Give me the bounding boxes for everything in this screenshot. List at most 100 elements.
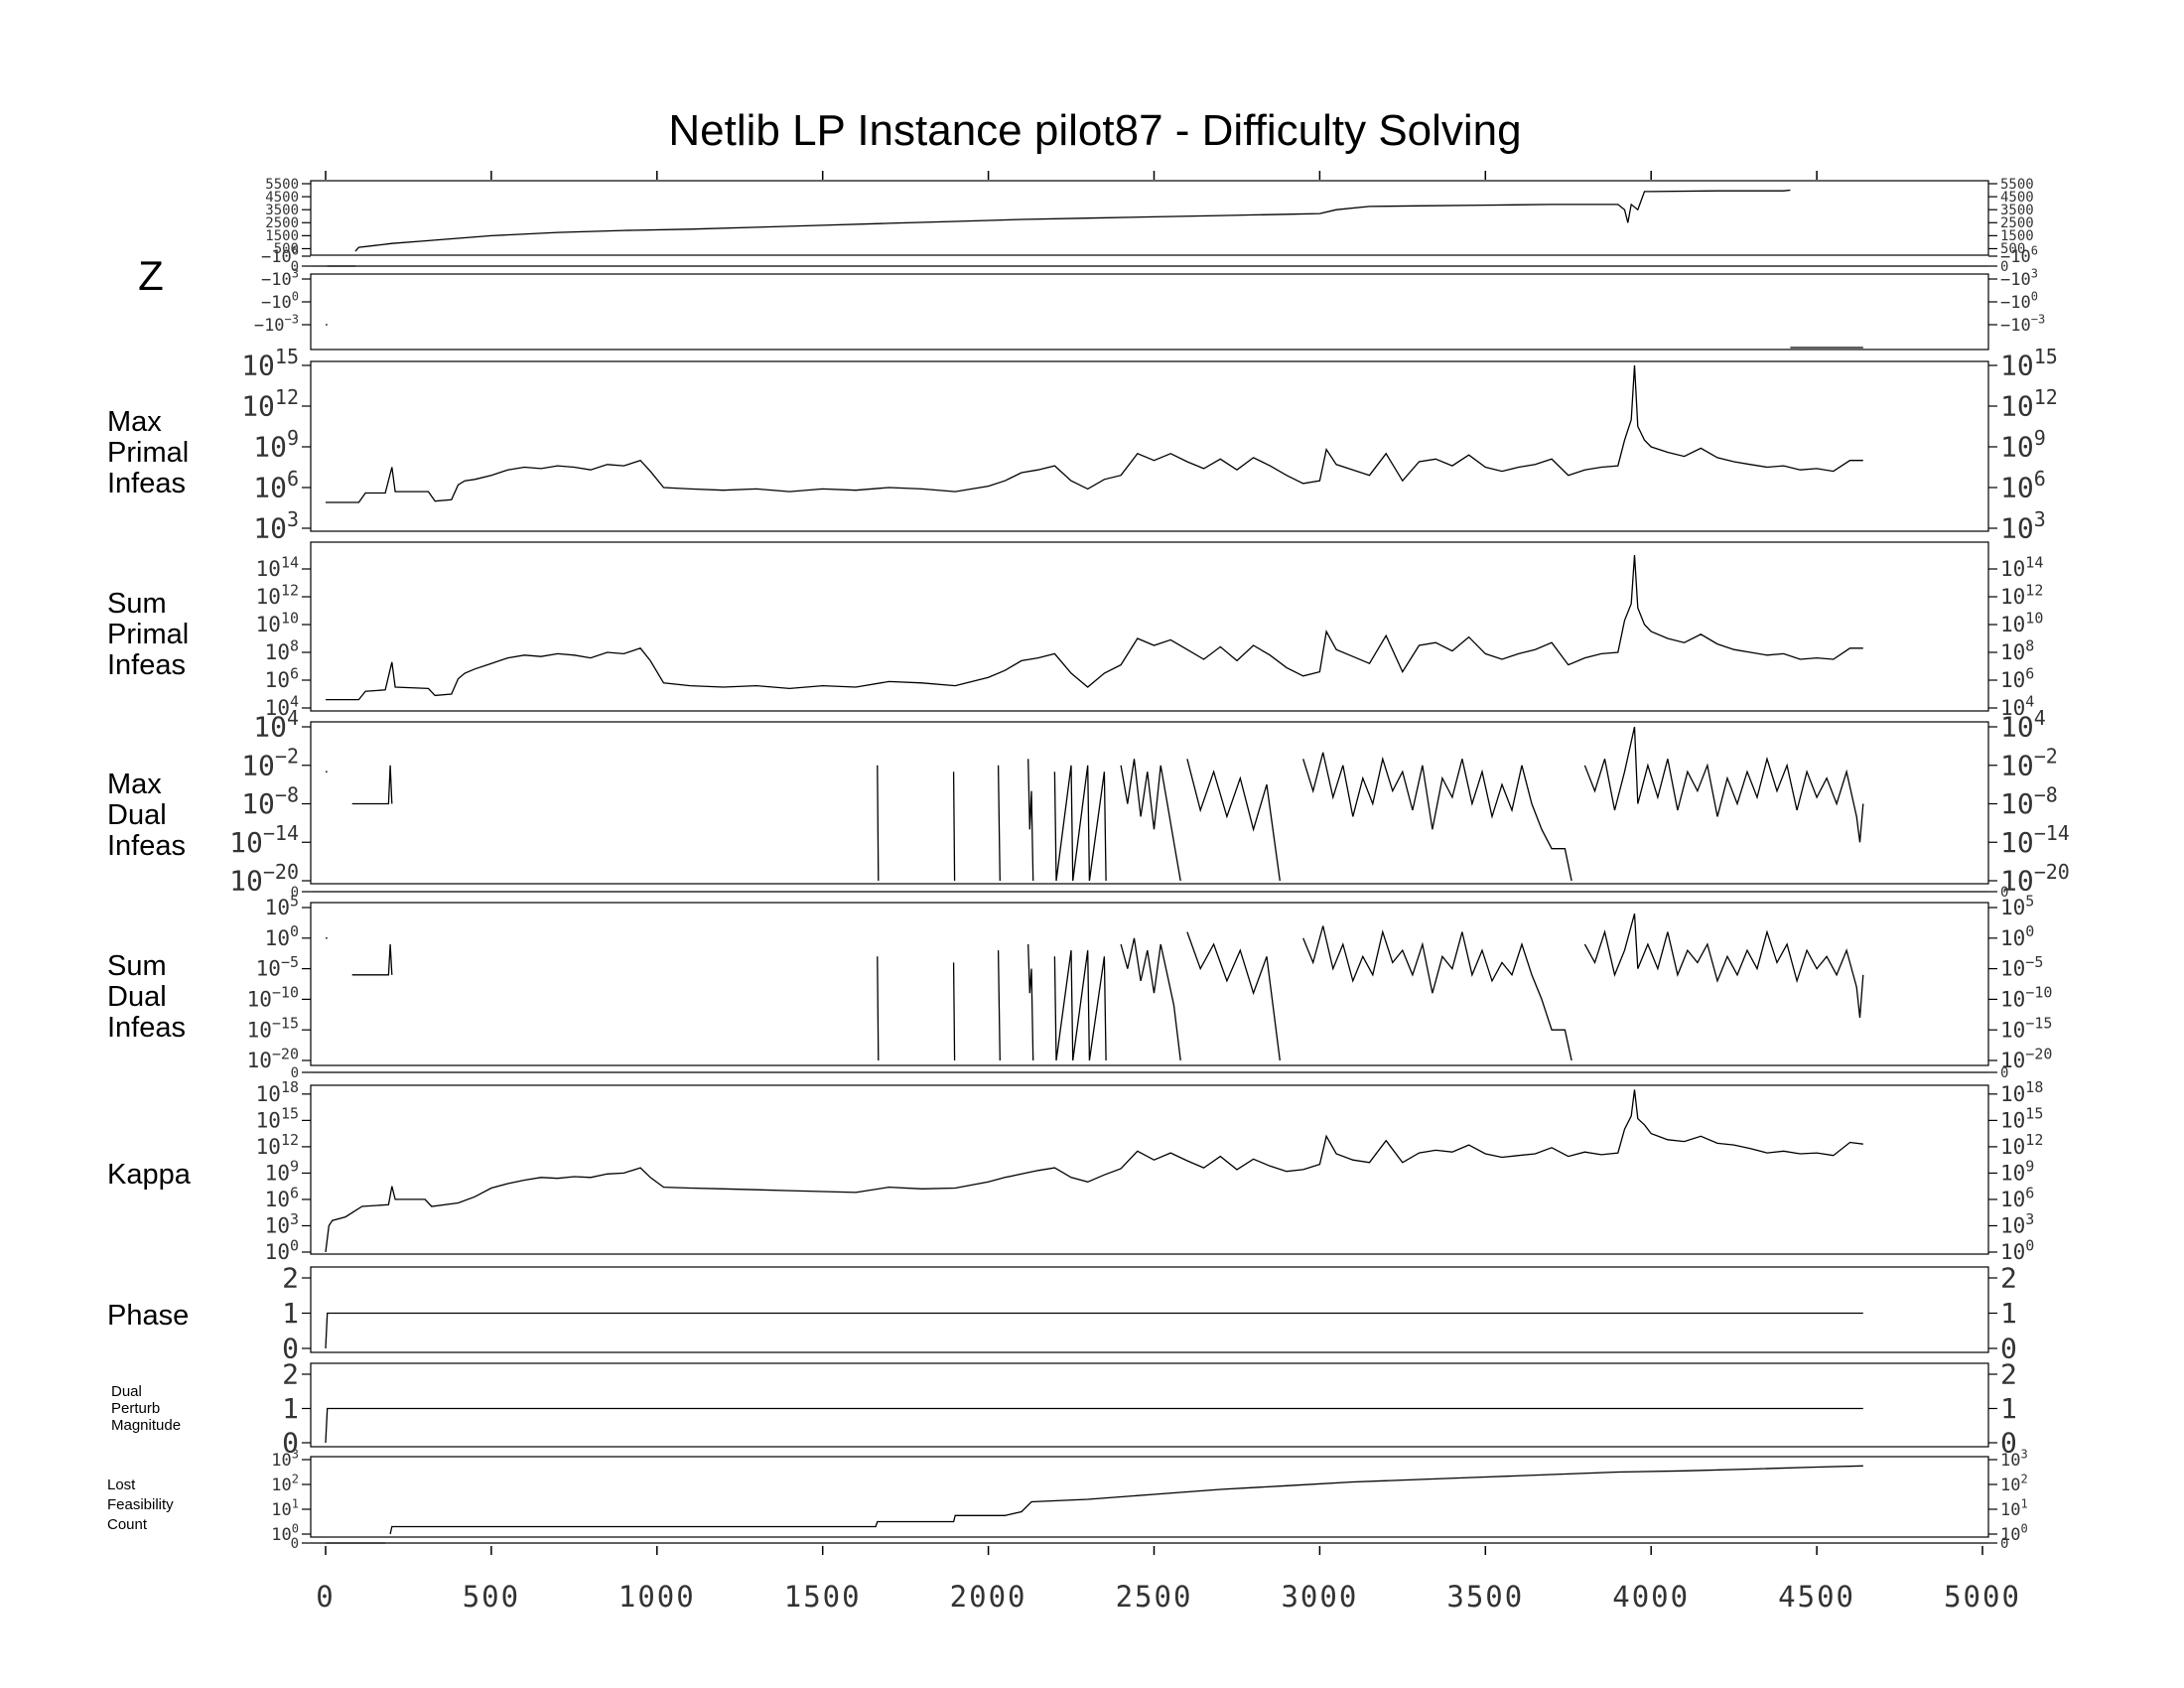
y-tick-label-right: 500 xyxy=(2000,241,2025,257)
y-tick-label-left: 10−8 xyxy=(241,782,299,820)
x-tick-label: 4500 xyxy=(1778,1580,1855,1614)
panel-sum-dual: 105 105 100 100 10−5 10−5 10−10 10−10 10−15 10−15… xyxy=(107,892,2052,1080)
y-tick-label-right: 100 xyxy=(2000,922,2034,950)
panel-label-dual-perturb: Magnitude xyxy=(111,1417,181,1434)
series-line-sum-dual xyxy=(1583,914,1864,1018)
y-tick-label-left: 100 xyxy=(271,1522,299,1545)
y-tick-label-left: 500 xyxy=(274,241,299,257)
series-line-max-dual xyxy=(997,765,1001,882)
y-tick-label-right: 102 xyxy=(2000,1473,2028,1495)
y-tick-label-left: 101 xyxy=(271,1497,299,1520)
y-tick-label-right: −106 xyxy=(2000,244,2038,267)
y-tick-label-left: 105 xyxy=(265,892,299,919)
panel-label-lost-feas: Lost xyxy=(107,1477,136,1493)
y-tick-label-right: 100 xyxy=(2000,1522,2028,1545)
panel-label-sum-primal: Sum xyxy=(107,588,167,620)
y-tick-label-right: 1 xyxy=(2000,1297,2017,1330)
panel-label-sum-primal: Primal xyxy=(107,619,189,650)
x-tick-label: 1000 xyxy=(618,1580,696,1614)
y-tick-label-right: 5500 xyxy=(2000,177,2034,193)
panel-label-lost-feas: Count xyxy=(107,1516,148,1533)
y-tick-label-right: 4500 xyxy=(2000,190,2034,206)
y-tick-label-left: 0 xyxy=(291,1065,299,1081)
y-tick-label-left: 103 xyxy=(271,1448,299,1471)
y-tick-label-left: −103 xyxy=(261,267,299,290)
y-tick-label-right: 106 xyxy=(2000,1184,2034,1211)
y-tick-label-right: 1015 xyxy=(2000,1105,2043,1133)
panel-label-max-dual: Dual xyxy=(107,799,167,831)
panel-label-dual-perturb: Dual xyxy=(111,1383,142,1400)
y-tick-label-left: 109 xyxy=(253,426,299,464)
y-tick-label-left: 0 xyxy=(291,1536,299,1552)
y-tick-label-left: 104 xyxy=(265,692,299,720)
series-line-max-dual xyxy=(1302,752,1572,882)
series-line-sum-primal xyxy=(326,554,1863,701)
series-line-sum-dual xyxy=(1027,943,1034,1061)
y-tick-label-right: 0 xyxy=(2000,885,2008,901)
panel-label-sum-dual: Sum xyxy=(107,950,167,982)
series-line-max-dual xyxy=(1186,759,1281,882)
y-tick-label-right: 2 xyxy=(2000,1358,2017,1391)
panel-frame xyxy=(310,721,1989,885)
x-tick-label: 3000 xyxy=(1281,1580,1358,1614)
y-tick-label-left: 4500 xyxy=(265,190,299,206)
panel-frame xyxy=(310,902,1989,1066)
y-tick-label-left: 2 xyxy=(282,1262,299,1295)
y-tick-label-right: 1018 xyxy=(2000,1078,2043,1106)
y-tick-label-left: 10−15 xyxy=(247,1015,299,1043)
y-tick-label-left: 106 xyxy=(265,1184,299,1211)
y-tick-label-right: 0 xyxy=(2000,1333,2017,1365)
y-tick-label-right: −10−3 xyxy=(2000,313,2045,336)
y-tick-label-right: 1500 xyxy=(2000,228,2034,244)
y-tick-label-left: 100 xyxy=(265,922,299,950)
y-tick-label-right: 10−10 xyxy=(2000,984,2052,1012)
y-tick-label-left: 1 xyxy=(282,1392,299,1425)
y-tick-label-left: 1018 xyxy=(256,1078,299,1106)
plot-layer: 0 500 1000 1500 2000 2500 3000 3500 4000 4500 5000… xyxy=(107,171,2070,1614)
y-tick-label-right: 105 xyxy=(2000,892,2034,919)
series-line-sum-dual xyxy=(877,956,880,1061)
y-tick-label-left: 1014 xyxy=(256,553,299,581)
y-tick-label-right: 0 xyxy=(2000,1065,2008,1081)
panel-label-sum-dual: Dual xyxy=(107,981,167,1013)
series-line-max-dual xyxy=(1583,726,1864,843)
panel-frame xyxy=(310,541,1989,712)
panel-frame xyxy=(310,180,1989,256)
y-tick-label-right: 10−15 xyxy=(2000,1015,2052,1043)
y-tick-label-left: 10−5 xyxy=(256,953,299,981)
y-tick-label-left: 106 xyxy=(253,467,299,504)
y-tick-label-right: 2500 xyxy=(2000,215,2034,231)
x-tick-label: 4000 xyxy=(1612,1580,1690,1614)
y-tick-label-right: 103 xyxy=(2000,507,2046,545)
y-tick-label-right: 10−14 xyxy=(2000,821,2070,859)
y-tick-label-left: 10−20 xyxy=(247,1045,299,1072)
y-tick-label-left: 2500 xyxy=(265,215,299,231)
y-tick-label-right: 3500 xyxy=(2000,203,2034,218)
series-line-max-dual xyxy=(1027,759,1034,882)
y-tick-label-left: 0 xyxy=(291,259,299,275)
y-tick-label-left: 0 xyxy=(291,885,299,901)
series-line-phase xyxy=(325,1312,1863,1349)
y-tick-label-left: 10−2 xyxy=(241,745,299,782)
y-tick-label-right: 1010 xyxy=(2000,609,2043,636)
y-tick-label-right: 101 xyxy=(2000,1497,2028,1520)
y-tick-label-left: 0 xyxy=(282,1427,299,1460)
y-tick-label-right: 104 xyxy=(2000,706,2046,744)
series-line-sum-dual xyxy=(1302,925,1572,1061)
y-tick-label-right: 1 xyxy=(2000,1392,2017,1425)
y-tick-label-right: 1012 xyxy=(2000,385,2058,423)
x-tick-label: 5000 xyxy=(1944,1580,2021,1614)
series-line-lost-feas xyxy=(389,1465,1863,1535)
y-tick-label-left: 104 xyxy=(253,706,299,744)
y-tick-label-right: 2 xyxy=(2000,1262,2017,1295)
y-tick-label-left: 3500 xyxy=(265,203,299,218)
series-line-max-dual xyxy=(1053,765,1107,882)
series-line-z xyxy=(354,189,1791,252)
y-tick-label-right: 109 xyxy=(2000,1158,2034,1186)
